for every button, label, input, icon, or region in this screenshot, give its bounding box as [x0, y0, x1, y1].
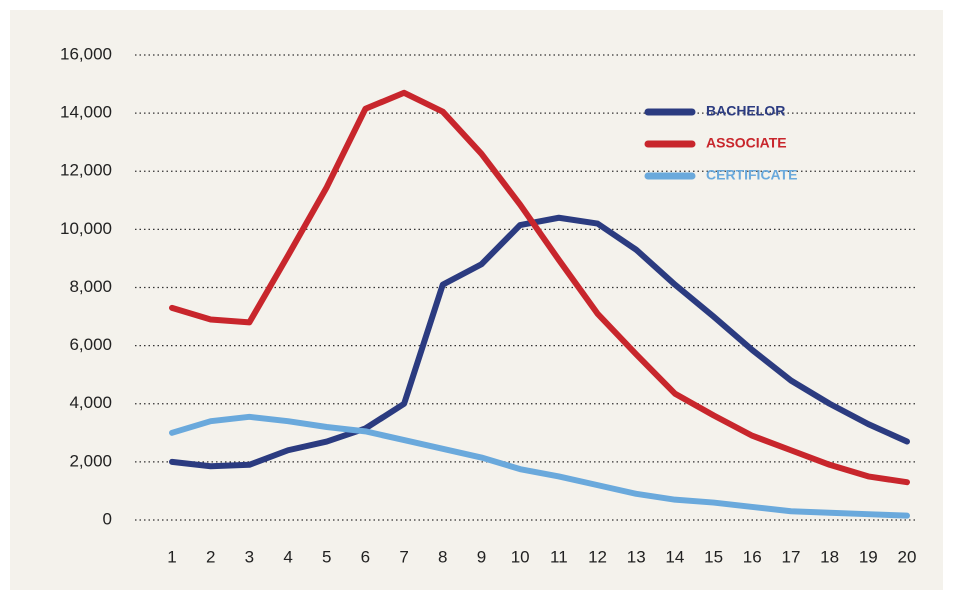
- series-line: [169, 413, 910, 519]
- x-tick-label: 8: [438, 547, 447, 566]
- y-tick-label: 14,000: [60, 103, 112, 122]
- y-tick-label: 6,000: [69, 335, 112, 354]
- background: [10, 10, 943, 590]
- x-tick-label: 7: [399, 547, 408, 566]
- x-tick-label: 15: [704, 547, 723, 566]
- x-tick-label: 4: [283, 547, 292, 566]
- series-line: [169, 214, 910, 470]
- x-tick-label: 17: [781, 547, 800, 566]
- x-tick-label: 13: [627, 547, 646, 566]
- legend-label: BACHELOR: [706, 103, 785, 119]
- x-tick-label: 10: [511, 547, 530, 566]
- x-tick-label: 20: [898, 547, 917, 566]
- x-tick-label: 3: [245, 547, 254, 566]
- x-tick-label: 16: [743, 547, 762, 566]
- x-tick-label: 1: [167, 547, 176, 566]
- y-tick-label: 10,000: [60, 219, 112, 238]
- x-tick-label: 2: [206, 547, 215, 566]
- legend-label: ASSOCIATE: [706, 135, 787, 151]
- series-line: [169, 89, 910, 486]
- x-tick-label: 6: [361, 547, 370, 566]
- y-tick-label: 0: [103, 509, 112, 528]
- y-tick-label: 12,000: [60, 161, 112, 180]
- y-tick-label: 8,000: [69, 277, 112, 296]
- y-tick-label: 4,000: [69, 393, 112, 412]
- x-tick-label: 11: [550, 547, 568, 566]
- x-tick-label: 12: [588, 547, 607, 566]
- x-tick-label: 19: [859, 547, 878, 566]
- y-tick-label: 2,000: [69, 451, 112, 470]
- x-tick-label: 5: [322, 547, 331, 566]
- x-tick-label: 18: [820, 547, 839, 566]
- x-tick-label: 14: [665, 547, 684, 566]
- legend-label: CERTIFICATE: [706, 167, 798, 183]
- x-tick-label: 9: [477, 547, 486, 566]
- y-tick-label: 16,000: [60, 44, 112, 63]
